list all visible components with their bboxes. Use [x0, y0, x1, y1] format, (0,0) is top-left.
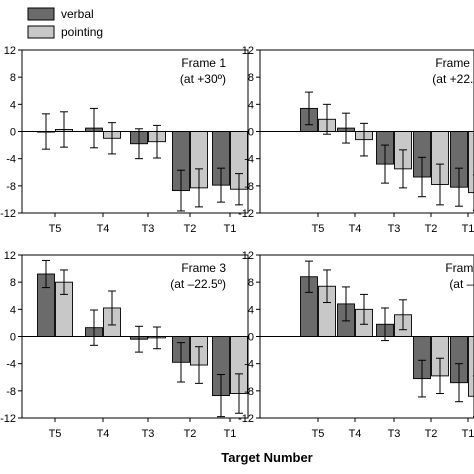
panel-title-line-1: Frame 1 [181, 56, 226, 70]
x-tick-label-T1: T1 [462, 428, 474, 440]
x-axis-label: Target Number [221, 450, 313, 465]
x-tick-label-T1: T1 [462, 223, 474, 235]
x-tick-label-T5: T5 [49, 428, 62, 440]
y-tick-label: 8 [248, 72, 254, 84]
chart-panel-2: 12 8 4 0 -4 -8 -12 T5 T4 T3 T2 T1 Frame 2 (at +22.5 [238, 45, 474, 235]
x-tick-label-T4: T4 [349, 223, 362, 235]
bar-pointing-T1 [468, 131, 474, 194]
y-tick-label: -8 [6, 386, 16, 398]
y-tick-label: 4 [248, 99, 254, 111]
y-tick-label: 0 [10, 332, 16, 344]
panel-title-line-1: Frame 3 [181, 261, 226, 275]
bar-pointing-T1 [468, 336, 474, 397]
y-tick-label: 0 [248, 332, 254, 344]
y-tick-label: 0 [10, 127, 16, 139]
legend-swatch-verbal [27, 7, 55, 21]
panel-title-line-2: (at –22.5º) [170, 277, 226, 291]
x-tick-label-T3: T3 [388, 223, 401, 235]
y-tick-label: -4 [244, 154, 254, 166]
y-tick-label: 8 [248, 277, 254, 289]
x-tick-label-T2: T2 [184, 223, 197, 235]
y-tick-label: -8 [6, 181, 16, 193]
y-tick-label: -12 [238, 413, 254, 425]
x-tick-label-T2: T2 [425, 428, 438, 440]
x-tick-label-T5: T5 [312, 428, 325, 440]
y-tick-label: -12 [238, 208, 254, 220]
x-tick-label-T1: T1 [224, 428, 237, 440]
x-tick-label-T3: T3 [142, 428, 155, 440]
y-tick-label: 8 [10, 72, 16, 84]
x-tick-label-T4: T4 [97, 428, 110, 440]
x-tick-label-T1: T1 [224, 223, 237, 235]
legend: verbal pointing [27, 7, 103, 39]
x-tick-label-T5: T5 [49, 223, 62, 235]
y-tick-label: 12 [242, 250, 254, 262]
y-tick-label: 12 [4, 250, 16, 262]
x-tick-label-T4: T4 [349, 428, 362, 440]
chart-panel-3: 12 8 4 0 -4 -8 -12 T5 T4 T3 T2 T1 Frame 3 (at –22.5º) [0, 250, 249, 440]
panel-title-line-2: (at +30º) [180, 72, 226, 86]
panel-title-line-1: Frame 2 [435, 56, 474, 70]
x-tick-label-T4: T4 [97, 223, 110, 235]
y-tick-label: 4 [248, 304, 254, 316]
legend-label-pointing: pointing [61, 25, 103, 39]
panel-title-line-2: (at +22.5 [432, 72, 474, 86]
legend-label-verbal: verbal [61, 7, 94, 21]
x-tick-label-T2: T2 [184, 428, 197, 440]
y-tick-label: -8 [244, 181, 254, 193]
y-tick-label: -12 [0, 413, 16, 425]
panel-title-line-2: (at –3 [449, 277, 474, 291]
x-tick-label-T5: T5 [312, 223, 325, 235]
y-tick-label: 4 [10, 304, 16, 316]
y-tick-label: 8 [10, 277, 16, 289]
y-tick-label: -8 [244, 386, 254, 398]
y-tick-label: -4 [6, 154, 16, 166]
chart-panel-4: 12 8 4 0 -4 -8 -12 T5 T4 T3 T2 T1 Frame (at –3 [238, 250, 474, 440]
y-tick-label: 4 [10, 99, 16, 111]
x-tick-label-T3: T3 [388, 428, 401, 440]
chart-panel-1: 12 8 4 0 -4 -8 -12 T5 T4 T3 T2 T1 Frame 1 (at +30º) [0, 45, 249, 235]
x-tick-label-T3: T3 [142, 223, 155, 235]
panel-title-line-1: Frame [445, 261, 474, 275]
x-tick-label-T2: T2 [425, 223, 438, 235]
y-tick-label: 0 [248, 127, 254, 139]
y-tick-label: -12 [0, 208, 16, 220]
y-tick-label: 12 [242, 45, 254, 57]
y-tick-label: -4 [6, 359, 16, 371]
legend-swatch-pointing [27, 25, 55, 39]
y-tick-label: -4 [244, 359, 254, 371]
y-tick-label: 12 [4, 45, 16, 57]
